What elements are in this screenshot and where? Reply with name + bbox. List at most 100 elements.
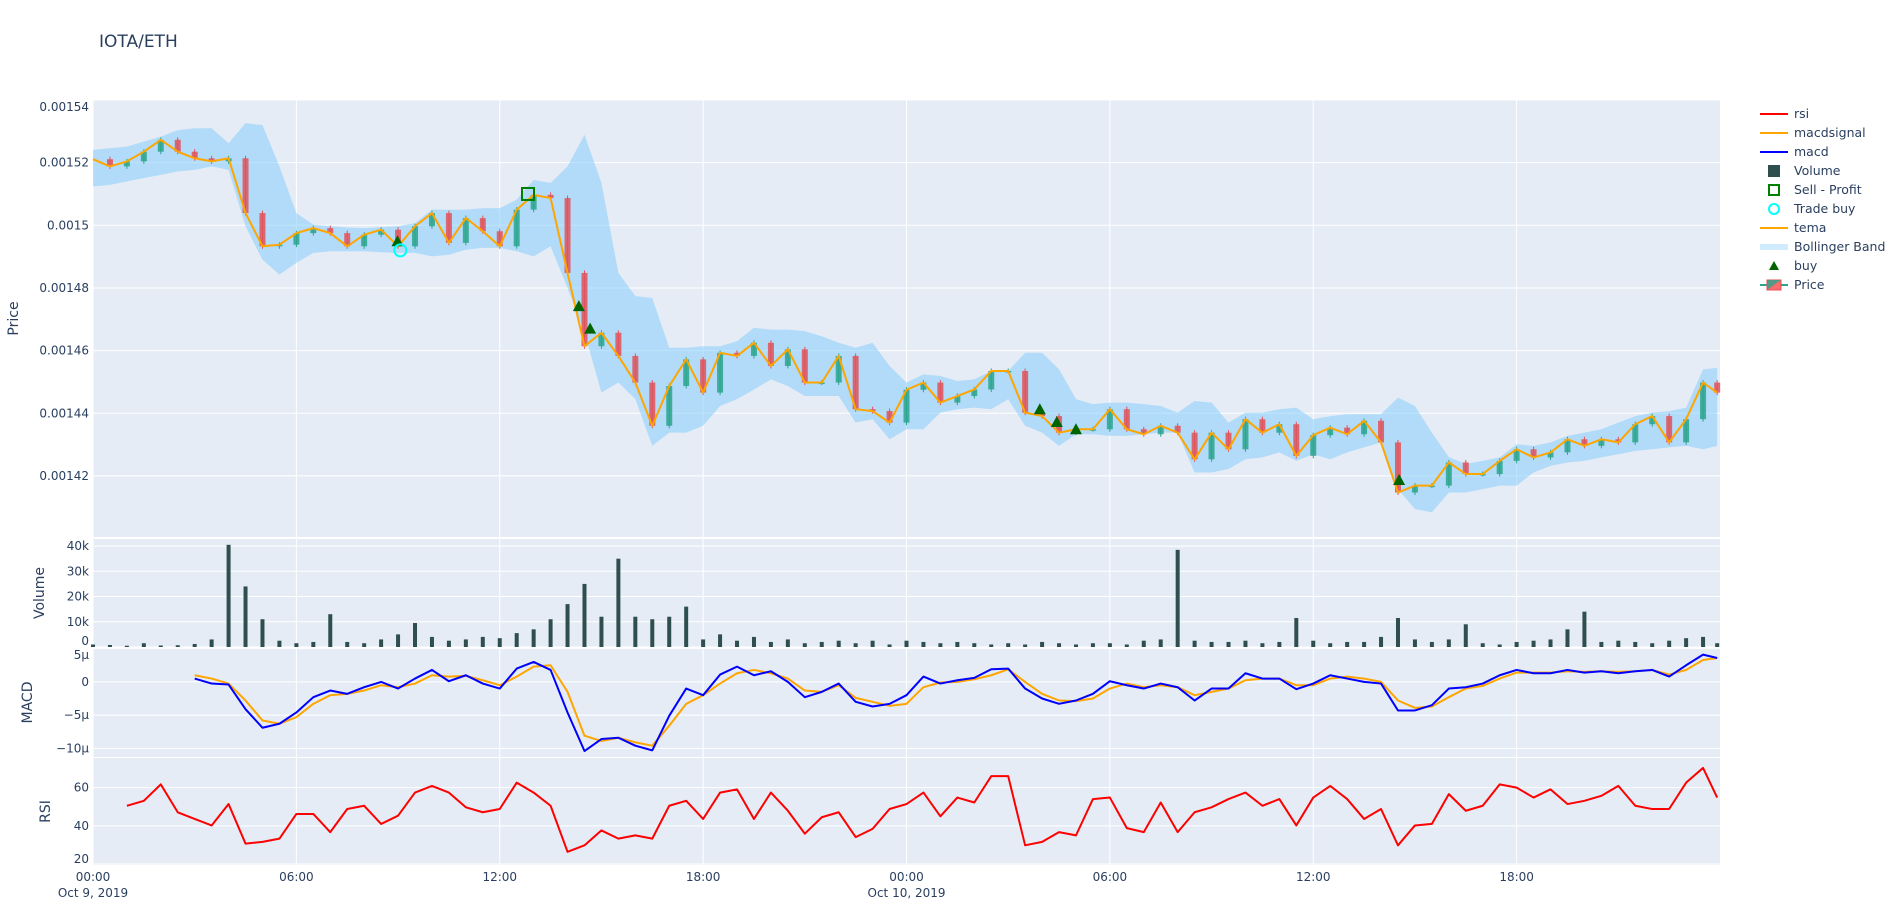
tema-line <box>92 138 1718 494</box>
legend-item-macd[interactable]: macd <box>1758 142 1885 161</box>
candle-body <box>445 213 452 243</box>
volume-bar <box>124 645 129 647</box>
volume-y-tick-label: 0 <box>81 634 89 648</box>
volume-bar <box>1650 643 1655 647</box>
volume-bar <box>1446 639 1451 647</box>
legend-item-sell-profit[interactable]: Sell - Profit <box>1758 180 1885 199</box>
volume-bar <box>1294 617 1299 647</box>
price-candle <box>1310 432 1317 459</box>
volume-axis-title: Volume <box>32 567 48 619</box>
volume-bar <box>1514 641 1519 647</box>
candle-body <box>191 151 198 159</box>
volume-bar <box>972 643 977 647</box>
candle-body <box>1123 409 1130 430</box>
legend-item-bollinger-band[interactable]: Bollinger Band <box>1758 237 1885 256</box>
candle-body <box>971 389 978 397</box>
chart-title: IOTA/ETH <box>99 32 178 52</box>
volume-bar <box>1362 641 1367 647</box>
volume-bar <box>1497 644 1502 647</box>
volume-bar <box>243 586 248 647</box>
volume-bar <box>582 583 587 647</box>
volume-bar <box>667 616 672 647</box>
volume-bar <box>1667 640 1672 647</box>
volume-bar <box>1158 639 1163 647</box>
candle-body <box>259 213 266 247</box>
volume-bar <box>379 639 384 647</box>
price-candle <box>717 350 724 396</box>
volume-bar <box>294 643 299 647</box>
legend-item-buy[interactable]: buy <box>1758 256 1885 275</box>
candle-body <box>903 389 910 423</box>
legend-item-rsi[interactable]: rsi <box>1758 104 1885 123</box>
candle-body <box>496 231 503 247</box>
candle-body <box>378 229 385 235</box>
volume-bar <box>1429 641 1434 647</box>
candle-body <box>1666 416 1673 443</box>
candle-body <box>937 382 944 403</box>
candle-body <box>1615 439 1622 443</box>
volume-bar <box>1599 641 1604 647</box>
candle-body <box>1445 462 1452 486</box>
price-candle <box>1242 416 1249 452</box>
volume-bar <box>938 643 943 647</box>
macd-y-tick-label: −5µ <box>64 708 90 722</box>
price-candle <box>1208 430 1215 462</box>
candle-body <box>1714 382 1721 393</box>
candle-body <box>1208 432 1215 460</box>
macd-y-tick-label: 0 <box>81 675 89 689</box>
candle-body <box>1106 409 1113 430</box>
band-icon <box>1760 243 1788 250</box>
candle-body <box>1378 420 1385 443</box>
hollow-circle-icon <box>1768 202 1780 215</box>
price-candle <box>513 207 520 249</box>
volume-bar <box>785 639 790 647</box>
volume-bar <box>802 643 807 647</box>
filled-square-icon <box>1768 164 1780 177</box>
candle-body <box>123 161 130 167</box>
volume-y-tick-label: 20k <box>67 590 89 604</box>
candle-body <box>801 349 808 383</box>
volume-bar <box>175 645 180 647</box>
candle-body <box>886 411 893 423</box>
price-y-tick-label: 0.00146 <box>39 344 89 358</box>
legend-label: Price <box>1794 277 1825 292</box>
volume-bar <box>107 644 112 647</box>
volume-bar <box>497 638 502 647</box>
candle-body <box>1344 427 1351 435</box>
candle-body <box>140 151 147 162</box>
price-candle <box>581 270 588 349</box>
volume-bar <box>1023 644 1028 647</box>
legend-label: tema <box>1794 220 1827 235</box>
legend-label: macdsignal <box>1794 125 1866 140</box>
volume-bar <box>260 619 265 647</box>
macd-y-tick-label: −10µ <box>56 741 89 755</box>
legend-item-volume[interactable]: Volume <box>1758 161 1885 180</box>
legend-item-tema[interactable]: tema <box>1758 218 1885 237</box>
candle-body <box>615 332 622 356</box>
x-tick-label: 00:00 <box>889 870 924 884</box>
price-candle <box>700 356 707 396</box>
candle-body <box>717 352 724 393</box>
volume-bar <box>1395 617 1400 647</box>
legend-item-price[interactable]: Price <box>1758 275 1885 294</box>
candle-body <box>954 396 961 403</box>
volume-bar <box>277 640 282 647</box>
volume-y-tick-label: 10k <box>67 615 89 629</box>
volume-bar <box>209 639 214 647</box>
legend-item-macdsignal[interactable]: macdsignal <box>1758 123 1885 142</box>
volume-bar <box>1582 611 1587 647</box>
candle-body <box>700 359 707 393</box>
volume-bar <box>1715 643 1720 647</box>
legend-label: macd <box>1794 144 1829 159</box>
volume-bar <box>701 639 706 647</box>
legend-item-trade-buy[interactable]: Trade buy <box>1758 199 1885 218</box>
candle-body <box>1140 429 1147 435</box>
volume-bar <box>328 614 333 647</box>
candle-body <box>462 218 469 243</box>
volume-bar <box>599 616 604 647</box>
price-candle <box>445 210 452 246</box>
candle-body <box>208 158 215 162</box>
price-candle <box>1293 421 1300 459</box>
volume-bar <box>836 640 841 647</box>
price-candle <box>632 353 639 386</box>
